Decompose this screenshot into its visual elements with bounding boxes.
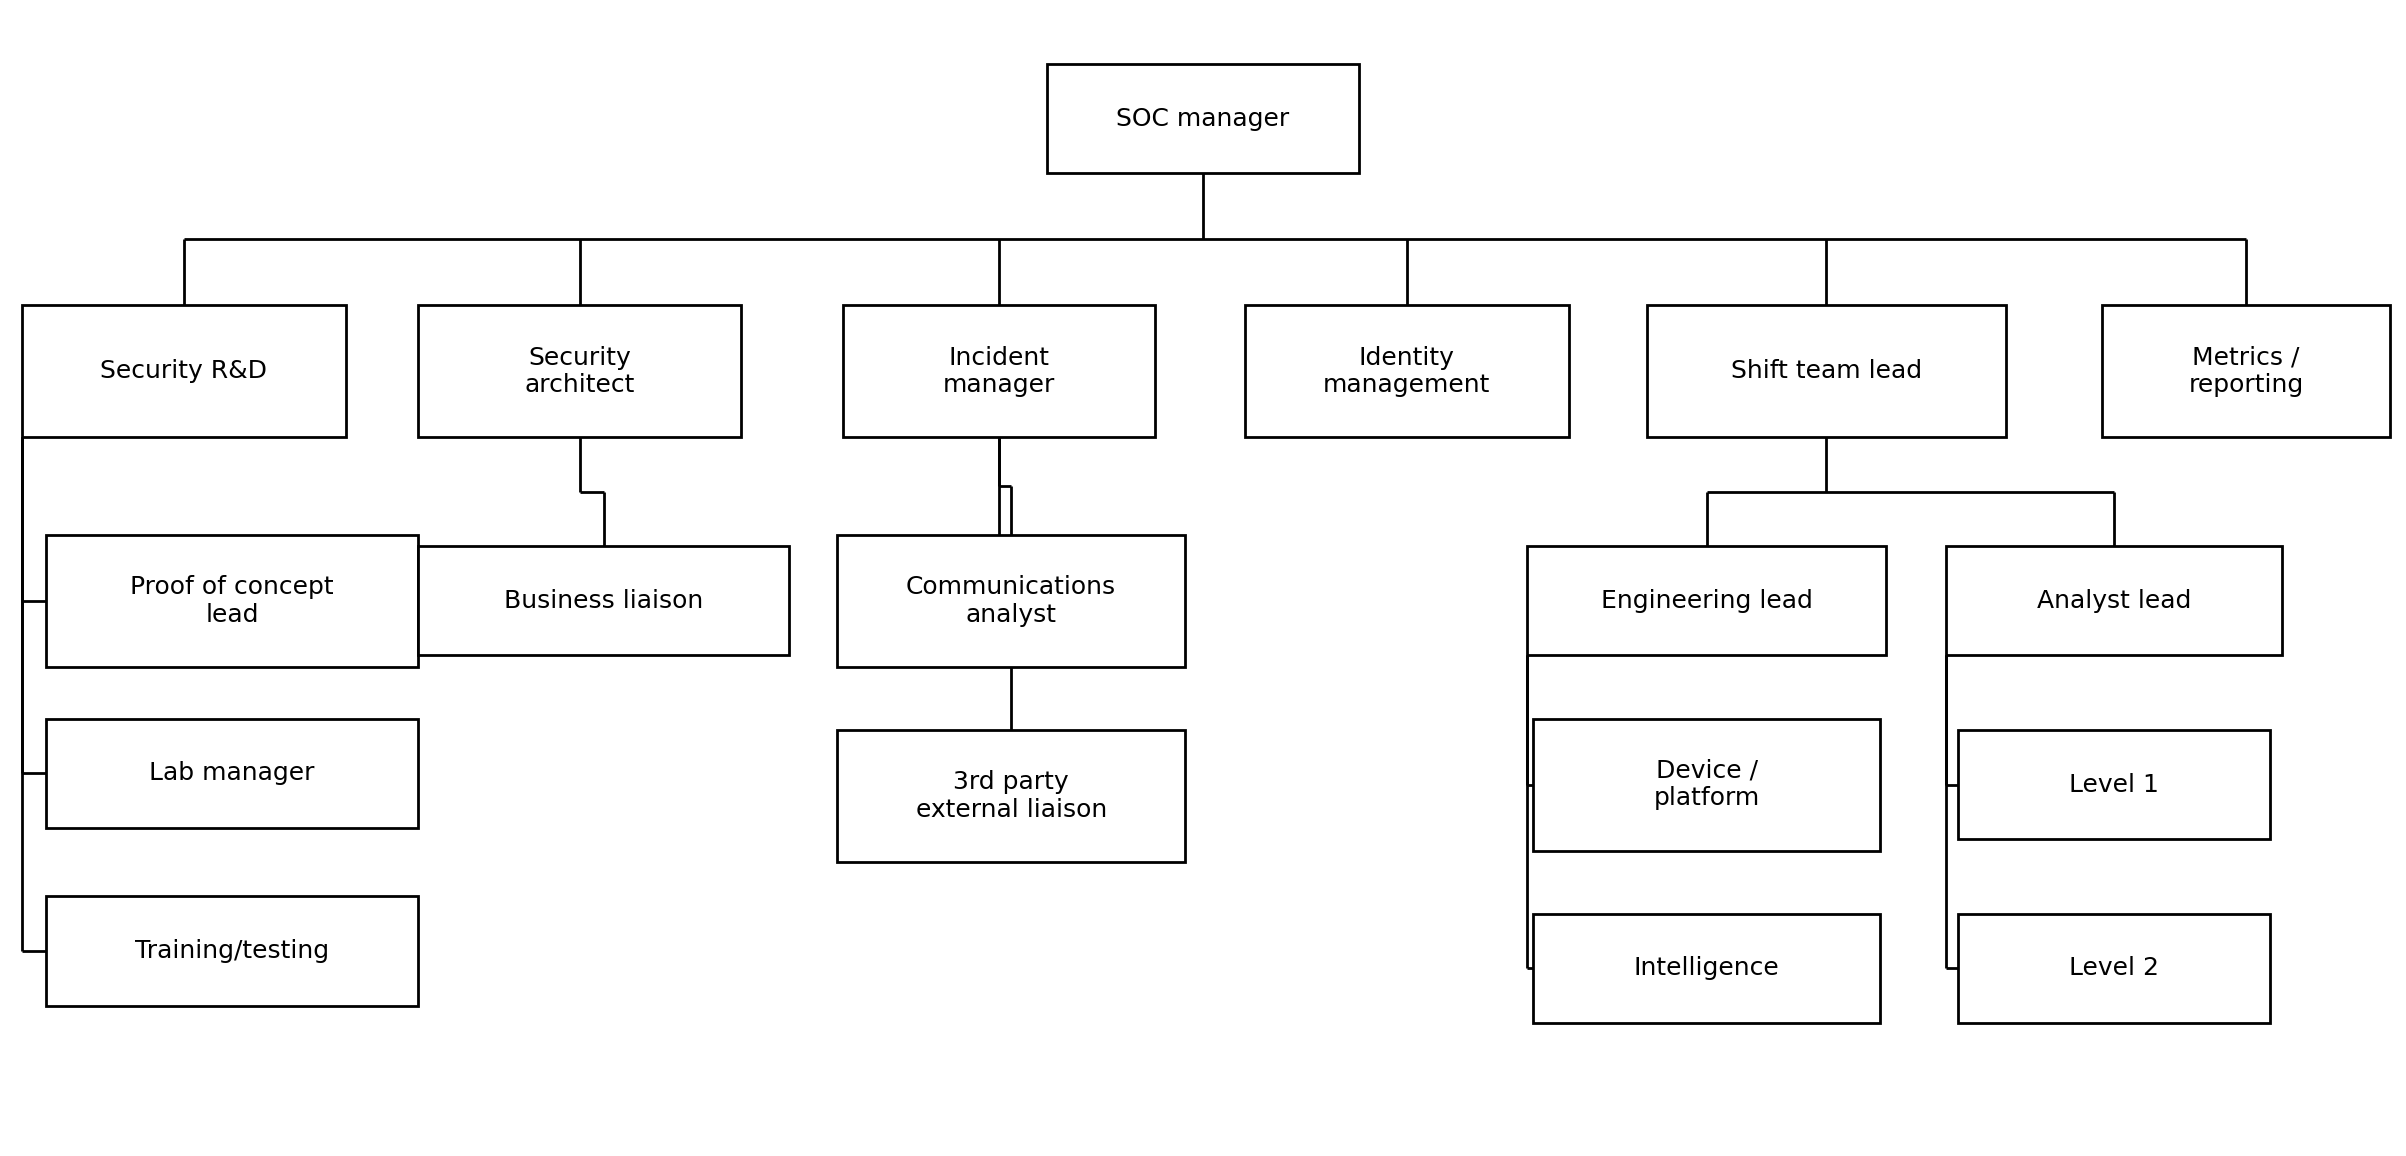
FancyBboxPatch shape — [845, 305, 1155, 437]
FancyBboxPatch shape — [837, 731, 1186, 862]
Text: Incident
manager: Incident manager — [943, 346, 1056, 398]
FancyBboxPatch shape — [1047, 65, 1359, 173]
FancyBboxPatch shape — [1533, 913, 1881, 1023]
FancyBboxPatch shape — [1533, 719, 1881, 851]
FancyBboxPatch shape — [22, 305, 346, 437]
Text: Level 2: Level 2 — [2069, 956, 2158, 980]
FancyBboxPatch shape — [1528, 547, 1886, 655]
FancyBboxPatch shape — [1958, 913, 2269, 1023]
FancyBboxPatch shape — [2103, 305, 2389, 437]
Text: Analyst lead: Analyst lead — [2038, 588, 2192, 613]
Text: 3rd party
external liaison: 3rd party external liaison — [917, 770, 1107, 822]
FancyBboxPatch shape — [1946, 547, 2281, 655]
Text: Device /
platform: Device / platform — [1653, 758, 1759, 810]
Text: Intelligence: Intelligence — [1634, 956, 1780, 980]
Text: Metrics /
reporting: Metrics / reporting — [2189, 346, 2303, 398]
Text: Communications
analyst: Communications analyst — [907, 575, 1116, 627]
Text: Security
architect: Security architect — [525, 346, 635, 398]
Text: Proof of concept
lead: Proof of concept lead — [130, 575, 334, 627]
Text: Training/testing: Training/testing — [135, 939, 330, 963]
Text: Business liaison: Business liaison — [503, 588, 703, 613]
Text: Level 1: Level 1 — [2069, 772, 2158, 796]
FancyBboxPatch shape — [837, 535, 1186, 667]
FancyBboxPatch shape — [1244, 305, 1569, 437]
Text: Shift team lead: Shift team lead — [1730, 360, 1922, 384]
FancyBboxPatch shape — [419, 305, 741, 437]
Text: SOC manager: SOC manager — [1116, 108, 1290, 131]
FancyBboxPatch shape — [46, 535, 419, 667]
FancyBboxPatch shape — [46, 719, 419, 828]
FancyBboxPatch shape — [1646, 305, 2007, 437]
Text: Engineering lead: Engineering lead — [1600, 588, 1812, 613]
Text: Security R&D: Security R&D — [101, 360, 267, 384]
Text: Lab manager: Lab manager — [149, 761, 315, 785]
FancyBboxPatch shape — [419, 547, 789, 655]
Text: Identity
management: Identity management — [1323, 346, 1489, 398]
FancyBboxPatch shape — [1958, 731, 2269, 839]
FancyBboxPatch shape — [46, 896, 419, 1006]
